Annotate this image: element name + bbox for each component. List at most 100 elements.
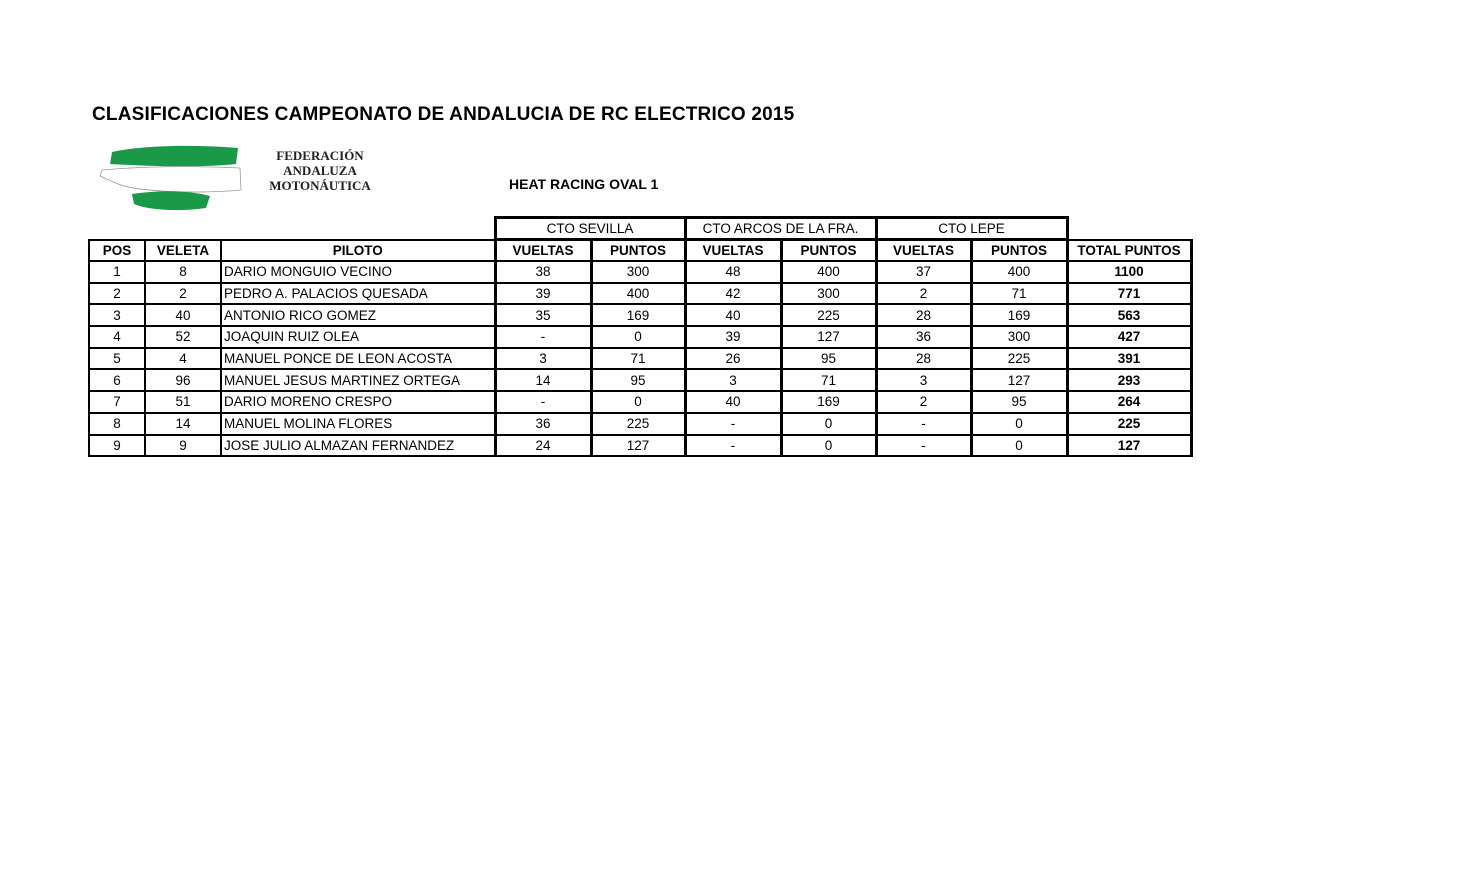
cell-vueltas: 14 — [493, 368, 593, 393]
cell-puntos: 71 — [589, 346, 687, 371]
cell-puntos: 95 — [779, 346, 878, 371]
cell-veleta: 96 — [144, 368, 222, 393]
cell-vueltas: - — [493, 325, 593, 349]
cell-piloto: JOSE JULIO ALMAZAN FERNANDEZ — [220, 433, 496, 458]
logo-line: ANDALUZA — [283, 163, 357, 178]
cell-veleta: 52 — [144, 325, 222, 349]
cell-vueltas: 2 — [874, 281, 973, 306]
cell-puntos: 0 — [969, 433, 1069, 458]
cell-pos: 3 — [88, 303, 146, 328]
standings-table: CTO SEVILLA CTO ARCOS DE LA FRA. CTO LEP… — [88, 216, 1193, 458]
cell-pos: 6 — [88, 368, 146, 393]
cell-vueltas: 39 — [683, 325, 783, 349]
cell-veleta: 4 — [144, 346, 222, 371]
cell-vueltas: 28 — [874, 303, 973, 328]
column-header: POS — [88, 238, 146, 262]
cell-vueltas: 40 — [683, 390, 783, 414]
column-header: TOTAL PUNTOS — [1065, 238, 1193, 262]
logo-line: MOTONÁUTICA — [269, 178, 371, 193]
cell-pos: 9 — [88, 433, 146, 458]
column-header: VUELTAS — [874, 238, 973, 262]
cell-total-puntos: 391 — [1065, 346, 1193, 371]
cell-vueltas: 36 — [874, 325, 973, 349]
cell-puntos: 0 — [779, 411, 878, 436]
cell-vueltas: 48 — [683, 260, 783, 284]
cell-total-puntos: 225 — [1065, 411, 1193, 436]
cell-puntos: 71 — [969, 281, 1069, 306]
cell-vueltas: 40 — [683, 303, 783, 328]
cell-puntos: 95 — [589, 368, 687, 393]
cell-piloto: MANUEL JESUS MARTINEZ ORTEGA — [220, 368, 496, 393]
cell-vueltas: 35 — [493, 303, 593, 328]
cell-piloto: PEDRO A. PALACIOS QUESADA — [220, 281, 496, 306]
cell-vueltas: 42 — [683, 281, 783, 306]
cell-puntos: 400 — [589, 281, 687, 306]
cell-vueltas: 24 — [493, 433, 593, 458]
table-row: 1 8 DARIO MONGUIO VECINO 38 300 48 400 37 400 110… — [88, 260, 1193, 284]
cell-pos: 4 — [88, 325, 146, 349]
logo-line: FEDERACIÓN — [276, 148, 364, 163]
cell-veleta: 9 — [144, 433, 222, 458]
logo-text: FEDERACIÓN ANDALUZA MOTONÁUTICA — [252, 148, 388, 193]
column-header: VUELTAS — [493, 238, 593, 262]
cell-vueltas: - — [683, 433, 783, 458]
cell-pos: 7 — [88, 390, 146, 414]
cell-vueltas: 36 — [493, 411, 593, 436]
cell-puntos: 127 — [969, 368, 1069, 393]
cell-piloto: MANUEL MOLINA FLORES — [220, 411, 496, 436]
cell-puntos: 169 — [589, 303, 687, 328]
table-row: 6 96 MANUEL JESUS MARTINEZ ORTEGA 14 95 3 71 3 1… — [88, 368, 1193, 393]
group-cto-lepe: CTO LEPE — [874, 216, 1069, 241]
cell-vueltas: 26 — [683, 346, 783, 371]
table-row: 9 9 JOSE JULIO ALMAZAN FERNANDEZ 24 127-0-0 1… — [88, 433, 1193, 458]
cell-puntos: 300 — [589, 260, 687, 284]
cell-puntos: 400 — [969, 260, 1069, 284]
cell-puntos: 127 — [779, 325, 878, 349]
cell-pos: 8 — [88, 411, 146, 436]
cell-veleta: 40 — [144, 303, 222, 328]
federation-logo — [99, 145, 242, 211]
cell-total-puntos: 1100 — [1065, 260, 1193, 284]
cell-puntos: 169 — [779, 390, 878, 414]
cell-puntos: 400 — [779, 260, 878, 284]
cell-puntos: 0 — [969, 411, 1069, 436]
cell-total-puntos: 264 — [1065, 390, 1193, 414]
cell-vueltas: - — [493, 390, 593, 414]
table-row: 5 4 MANUEL PONCE DE LEON ACOSTA 3 71 26 95 28 22… — [88, 346, 1193, 371]
table-row: 3 40 ANTONIO RICO GOMEZ 35 169 40 225 28 169 563 — [88, 303, 1193, 328]
cell-piloto: JOAQUIN RUIZ OLEA — [220, 325, 496, 349]
column-header: PILOTO — [220, 238, 496, 262]
group-cto-arcos: CTO ARCOS DE LA FRA. — [683, 216, 878, 241]
table-row: 2 2 PEDRO A. PALACIOS QUESADA 39 400 42 300 2 71… — [88, 281, 1193, 306]
cell-pos: 2 — [88, 281, 146, 306]
subtitle: HEAT RACING OVAL 1 — [509, 176, 659, 192]
cell-puntos: 0 — [589, 325, 687, 349]
cell-vueltas: - — [874, 411, 973, 436]
cell-puntos: 127 — [589, 433, 687, 458]
column-header: PUNTOS — [779, 238, 878, 262]
cell-puntos: 0 — [589, 390, 687, 414]
group-cto-sevilla: CTO SEVILLA — [493, 216, 687, 241]
cell-puntos: 169 — [969, 303, 1069, 328]
cell-puntos: 225 — [589, 411, 687, 436]
cell-vueltas: 38 — [493, 260, 593, 284]
cell-piloto: DARIO MORENO CRESPO — [220, 390, 496, 414]
cell-vueltas: 39 — [493, 281, 593, 306]
cell-total-puntos: 771 — [1065, 281, 1193, 306]
cell-total-puntos: 427 — [1065, 325, 1193, 349]
cell-veleta: 51 — [144, 390, 222, 414]
column-header: PUNTOS — [589, 238, 687, 262]
cell-vueltas: 28 — [874, 346, 973, 371]
cell-vueltas: - — [874, 433, 973, 458]
column-header: VELETA — [144, 238, 222, 262]
group-header-row: CTO SEVILLA CTO ARCOS DE LA FRA. CTO LEP… — [89, 216, 1191, 241]
cell-puntos: 95 — [969, 390, 1069, 414]
cell-total-puntos: 293 — [1065, 368, 1193, 393]
column-header-row: POS VELETA PILOTO VUELTAS PUNTOS VUELTAS PUNTO… — [88, 238, 1193, 262]
page-title: CLASIFICACIONES CAMPEONATO DE ANDALUCIA … — [92, 104, 795, 125]
column-header: VUELTAS — [683, 238, 783, 262]
cell-vueltas: 37 — [874, 260, 973, 284]
cell-puntos: 300 — [779, 281, 878, 306]
cell-piloto: DARIO MONGUIO VECINO — [220, 260, 496, 284]
cell-veleta: 8 — [144, 260, 222, 284]
